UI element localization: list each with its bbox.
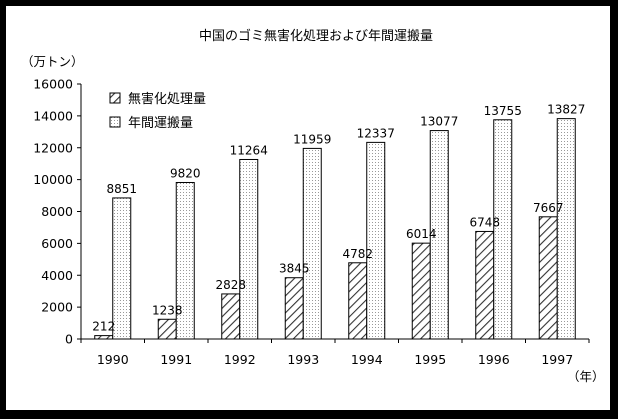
data-label: 212	[92, 320, 115, 334]
bars	[94, 118, 576, 340]
x-tick-label: 1993	[287, 352, 319, 367]
bar-s1-1996	[475, 230, 495, 340]
bar-s2-1995	[429, 130, 449, 340]
legend-swatch	[109, 116, 121, 128]
bar-s1-1991	[157, 318, 177, 340]
x-tick-label: 1990	[97, 352, 129, 367]
data-label: 9820	[170, 166, 201, 180]
chart-figure: 中国のゴミ無害化処理および年間運搬量 （万トン） （年） 0 2000 4000 60…	[5, 5, 611, 411]
y-tick-label: 0	[65, 332, 73, 347]
bar-s2-1990	[112, 197, 132, 340]
bar-s1-1995	[411, 242, 431, 340]
bar-s2-1992	[239, 158, 259, 340]
data-label: 6748	[469, 215, 500, 229]
x-ticks: 1990 1991 1992 1993 1994 1995 1996 1997	[80, 339, 590, 367]
bar-s2-1997	[556, 118, 576, 340]
y-axis-unit: （万トン）	[21, 54, 84, 69]
bar-s1-1997	[538, 216, 558, 340]
data-label: 4782	[342, 247, 373, 261]
data-label: 13827	[547, 103, 585, 117]
y-tick-label: 12000	[33, 140, 73, 155]
bar-s2-1993	[302, 147, 322, 340]
y-tick-label: 14000	[33, 108, 73, 123]
x-tick-label: 1996	[478, 352, 510, 367]
bar-s1-1994	[348, 262, 368, 340]
x-tick-label: 1995	[414, 352, 446, 367]
bar-s2-1991	[175, 181, 195, 340]
x-tick-label: 1997	[541, 352, 573, 367]
bar-s2-1996	[493, 119, 513, 340]
legend-swatch	[109, 92, 121, 104]
y-tick-label: 4000	[41, 268, 73, 283]
y-tick-label: 10000	[33, 172, 73, 187]
x-axis-unit: （年）	[567, 369, 605, 384]
data-label: 6014	[406, 227, 437, 241]
bar-s1-1992	[221, 293, 241, 340]
x-tick-label: 1994	[351, 352, 383, 367]
data-labels: 212 8851 1238 9820 2828 11264 3845 11959 4782 123…	[92, 103, 585, 334]
y-tick-label: 2000	[41, 300, 73, 315]
chart-svg: 中国のゴミ無害化処理および年間運搬量 （万トン） （年） 0 2000 4000 60…	[21, 28, 605, 384]
data-label: 12337	[357, 126, 395, 140]
x-tick-label: 1992	[224, 352, 256, 367]
bar-s2-1994	[366, 141, 386, 340]
data-label: 13755	[484, 104, 522, 118]
data-label: 8851	[106, 182, 137, 196]
x-tick-label: 1991	[160, 352, 192, 367]
legend-label: 年間運搬量	[128, 116, 193, 131]
data-label: 11959	[293, 132, 331, 146]
y-tick-label: 16000	[33, 77, 73, 92]
bar-s1-1990	[94, 335, 114, 340]
y-tick-label: 6000	[41, 236, 73, 251]
data-label: 1238	[152, 303, 183, 317]
data-label: 7667	[533, 201, 564, 215]
data-label: 11264	[230, 143, 268, 157]
data-label: 3845	[279, 262, 310, 276]
bar-s1-1993	[284, 277, 304, 340]
y-ticks: 0 2000 4000 6000 8000 10000 12000 14000 16000	[33, 77, 81, 347]
legend-label: 無害化処理量	[128, 91, 206, 107]
y-tick-label: 8000	[41, 204, 73, 219]
data-label: 13077	[420, 115, 458, 129]
data-label: 2828	[215, 278, 246, 292]
chart-title: 中国のゴミ無害化処理および年間運搬量	[199, 28, 433, 44]
